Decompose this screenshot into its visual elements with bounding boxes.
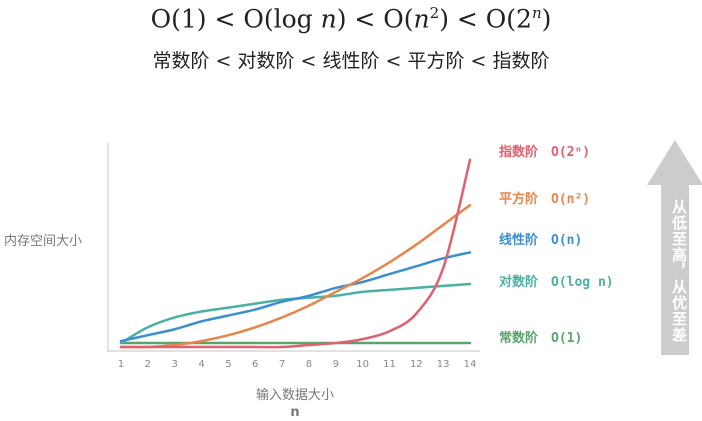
x-tick-label: 7 <box>279 359 285 370</box>
x-tick-label: 6 <box>252 359 258 370</box>
legend-name: 常数阶 <box>499 330 539 346</box>
x-tick-label: 13 <box>437 359 450 370</box>
complexity-order-words: 常数阶 < 对数阶 < 线性阶 < 平方阶 < 指数阶 <box>152 50 550 72</box>
series-line-O(2ⁿ) <box>119 158 472 349</box>
ranking-arrow-label: 从低至高，从优至差 <box>670 199 688 343</box>
ranking-arrow <box>647 140 702 355</box>
x-tick-label: 8 <box>306 359 312 370</box>
x-tick-label: 2 <box>145 359 151 370</box>
legend-name: 对数阶 <box>499 274 539 290</box>
legend-name: 线性阶 <box>499 232 539 248</box>
x-tick-label: 14 <box>464 359 477 370</box>
x-axis-label: 输入数据大小 <box>255 388 334 403</box>
legend-complexity: O(log n) <box>551 275 614 290</box>
legend-name: 指数阶 <box>499 144 539 160</box>
legend-complexity: O(n²) <box>551 192 590 207</box>
x-tick-label: 9 <box>333 359 339 370</box>
x-tick-label: 3 <box>172 359 178 370</box>
x-axis-symbol: n <box>290 405 300 420</box>
x-tick-label: 1 <box>118 359 124 370</box>
legend-complexity: O(n) <box>551 233 582 248</box>
legend-complexity: O(1) <box>551 331 582 346</box>
y-axis-label: 内存空间大小 <box>4 234 83 249</box>
x-tick-label: 4 <box>198 359 204 370</box>
x-tick-label: 12 <box>410 359 423 370</box>
x-tick-label: 11 <box>383 359 396 370</box>
legend-name: 平方阶 <box>499 191 539 207</box>
x-tick-label: 10 <box>356 359 369 370</box>
series-line-O(n²) <box>119 203 472 349</box>
x-tick-label: 5 <box>225 359 231 370</box>
complexity-formula: O(1) < O(log n) < O(n2) < O(2n) <box>150 4 552 34</box>
legend-complexity: O(2ⁿ) <box>551 145 590 160</box>
series-line-O(n) <box>119 251 472 343</box>
